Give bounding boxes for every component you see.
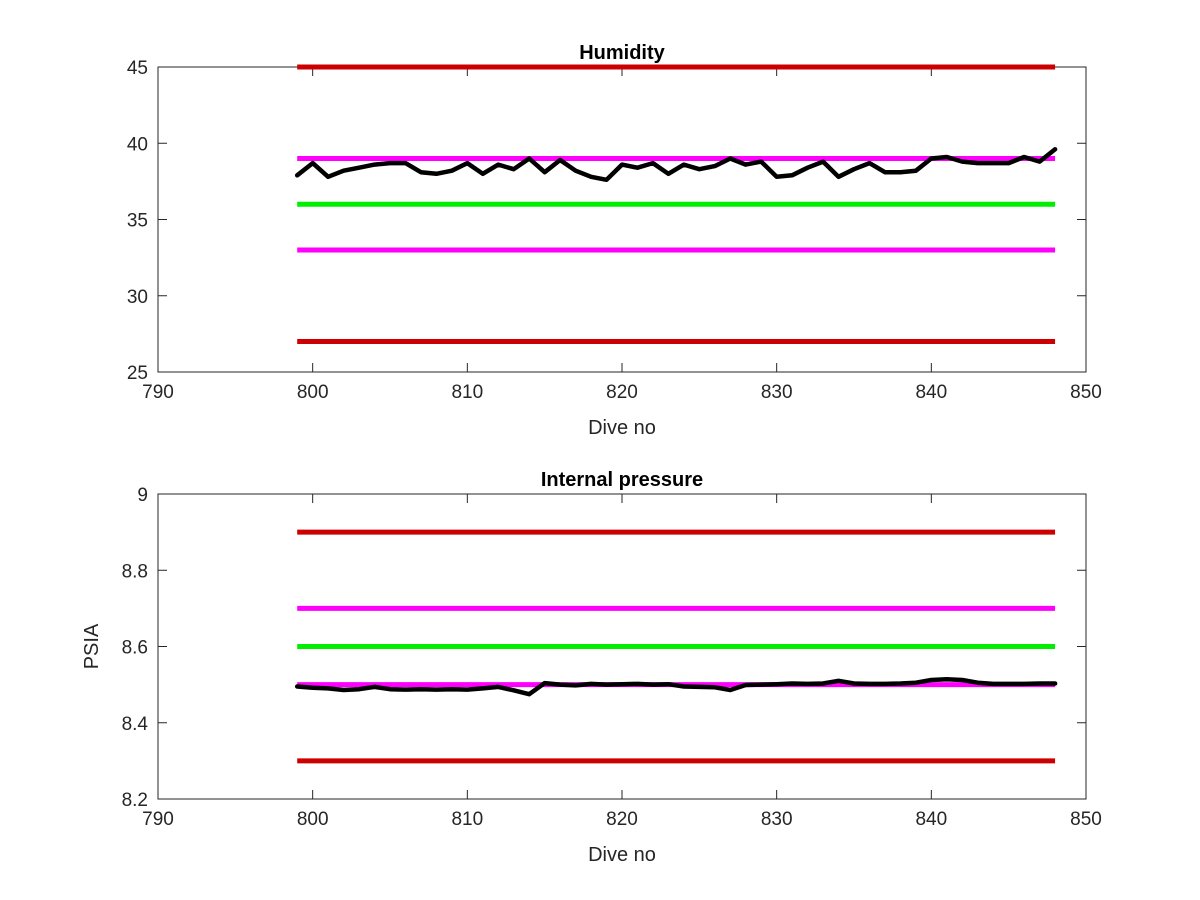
y-tick-label: 9	[137, 485, 148, 506]
x-tick-label: 840	[915, 809, 947, 830]
y-tick-label: 25	[127, 363, 148, 384]
x-tick-label: 820	[606, 382, 638, 403]
y-tick-label: 30	[127, 287, 148, 308]
chart-title: Humidity	[579, 42, 665, 64]
y-tick-label: 45	[127, 58, 148, 79]
y-tick-label: 8.4	[122, 714, 149, 735]
x-tick-label: 790	[142, 382, 174, 403]
x-tick-label: 850	[1070, 382, 1102, 403]
y-tick-label: 40	[127, 134, 148, 155]
y-tick-label: 8.8	[122, 561, 148, 582]
x-tick-label: 810	[451, 809, 483, 830]
subplot-internal-pressure: 790 800 810 820 830 840 850 8.2 8.4 8.6 8.8 9 Intern…	[81, 469, 1102, 866]
y-tick-label: 35	[127, 211, 148, 232]
y-tick-label: 8.2	[122, 790, 148, 811]
x-tick-label: 840	[915, 382, 947, 403]
y-axis-label: PSIA	[81, 623, 103, 669]
x-tick-label: 830	[761, 382, 793, 403]
x-tick-label: 800	[297, 382, 329, 403]
x-tick-label: 820	[606, 809, 638, 830]
x-tick-label: 800	[297, 809, 329, 830]
x-tick-label: 790	[142, 809, 174, 830]
x-tick-label: 830	[761, 809, 793, 830]
data-series-line	[294, 147, 1058, 183]
x-tick-label: 810	[451, 382, 483, 403]
x-axis-label: Dive no	[588, 417, 656, 439]
subplot-humidity: 790 800 810 820 830 840 850 25 30 35 40 45 Humidity D…	[127, 42, 1102, 439]
y-tick-label: 8.6	[122, 638, 148, 659]
chart-title: Internal pressure	[541, 469, 703, 491]
x-axis-label: Dive no	[588, 844, 656, 866]
x-tick-label: 850	[1070, 809, 1102, 830]
data-series-line	[294, 677, 1058, 697]
